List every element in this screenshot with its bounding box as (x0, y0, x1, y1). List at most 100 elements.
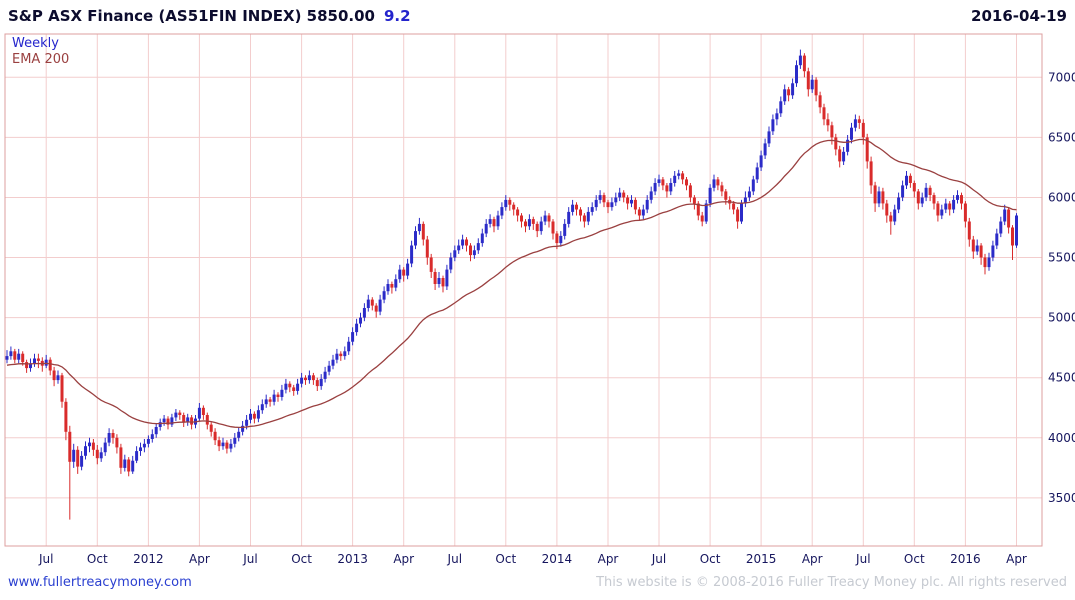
candle-body (516, 209, 520, 216)
candle-body (531, 219, 535, 224)
candle-body (948, 203, 952, 210)
candle-body (822, 107, 826, 120)
candle-body (834, 137, 838, 150)
candle-body (987, 257, 991, 268)
candle-body (971, 239, 975, 252)
candle-body (916, 191, 920, 204)
chart-date: 2016-04-19 (971, 7, 1067, 25)
candle-body (362, 308, 366, 318)
candle-body (842, 151, 846, 162)
candle-body (535, 223, 539, 232)
candle-body (653, 183, 657, 192)
candle-body (241, 425, 245, 432)
candle-body (920, 197, 924, 204)
candle-body (633, 199, 637, 210)
candle-body (571, 204, 575, 212)
candle-body (127, 459, 131, 472)
candle-body (213, 431, 217, 441)
candle-body (944, 203, 948, 210)
candle-body (249, 413, 252, 420)
candle-body (119, 447, 123, 468)
x-axis-label: Oct (700, 552, 721, 566)
candle-body (252, 413, 256, 419)
x-axis-label: Oct (87, 552, 108, 566)
candle-body (13, 351, 17, 360)
candle-body (677, 173, 681, 176)
x-axis-label: Oct (904, 552, 925, 566)
candle-body (775, 113, 779, 120)
candle-body (661, 179, 665, 186)
candle-body (347, 341, 351, 352)
candle-body (268, 399, 272, 402)
candle-body (433, 272, 437, 284)
candle-body (657, 179, 661, 183)
candle-body (496, 215, 500, 227)
x-axis-label: Apr (189, 552, 210, 566)
candle-body (551, 221, 555, 234)
candle-body (429, 257, 433, 272)
candle-body (759, 155, 763, 168)
y-axis-label: 5500 (1048, 251, 1075, 265)
candle-body (449, 257, 453, 270)
website-link[interactable]: www.fullertreacymoney.com (8, 575, 192, 590)
candle-body (622, 192, 626, 198)
candle-body (237, 431, 241, 438)
candle-body (747, 191, 751, 198)
candle-body (339, 353, 343, 357)
candle-body (158, 422, 162, 427)
candle-body (665, 185, 669, 192)
candle-body (445, 269, 449, 287)
candle-body (975, 245, 979, 252)
candle-body (264, 399, 268, 405)
candle-body (107, 433, 111, 443)
candle-body (606, 202, 610, 208)
candle-body (995, 233, 999, 246)
candle-body (567, 211, 571, 224)
candle-body (724, 191, 728, 200)
x-axis-label: 2013 (337, 552, 368, 566)
candle-body (618, 192, 622, 198)
candle-body (861, 122, 865, 138)
candle-body (48, 359, 52, 371)
candle-body (579, 209, 582, 216)
candle-body (154, 427, 158, 435)
candle-body (382, 291, 386, 300)
candle-body (963, 203, 967, 222)
candle-body (936, 203, 940, 216)
candle-body (732, 203, 736, 210)
candle-body (736, 209, 740, 222)
candle-body (960, 195, 963, 204)
candle-body (457, 245, 461, 251)
x-axis-label: 2016 (950, 552, 981, 566)
candle-body (17, 353, 21, 360)
legend-ema-overlay: EMA 200 (12, 52, 70, 67)
candle-body (527, 219, 531, 227)
candle-body (798, 55, 802, 66)
page-footer: www.fullertreacymoney.com This website i… (8, 575, 1067, 590)
y-axis-label: 6500 (1048, 130, 1075, 144)
candle-body (170, 417, 174, 425)
candle-body (99, 452, 103, 459)
candle-body (80, 455, 84, 467)
candle-body (688, 185, 692, 198)
candle-body (178, 412, 182, 415)
candle-body (209, 424, 213, 432)
candle-body (991, 245, 995, 258)
x-axis-label: Oct (495, 552, 516, 566)
candle-body (472, 250, 476, 256)
candle-body (374, 305, 378, 312)
x-axis-label: Apr (802, 552, 823, 566)
candle-body (461, 239, 465, 246)
plot-border (4, 33, 1043, 547)
candle-body (52, 370, 56, 381)
candle-body (335, 353, 339, 360)
candle-body (233, 437, 237, 444)
candle-body (174, 412, 178, 418)
candle-body (323, 371, 327, 379)
candle-body (288, 383, 292, 388)
candle-body (641, 209, 645, 216)
candle-body (956, 195, 959, 200)
candle-body (877, 191, 881, 204)
x-axis-label: Jul (651, 552, 666, 566)
candle-body (779, 101, 783, 114)
